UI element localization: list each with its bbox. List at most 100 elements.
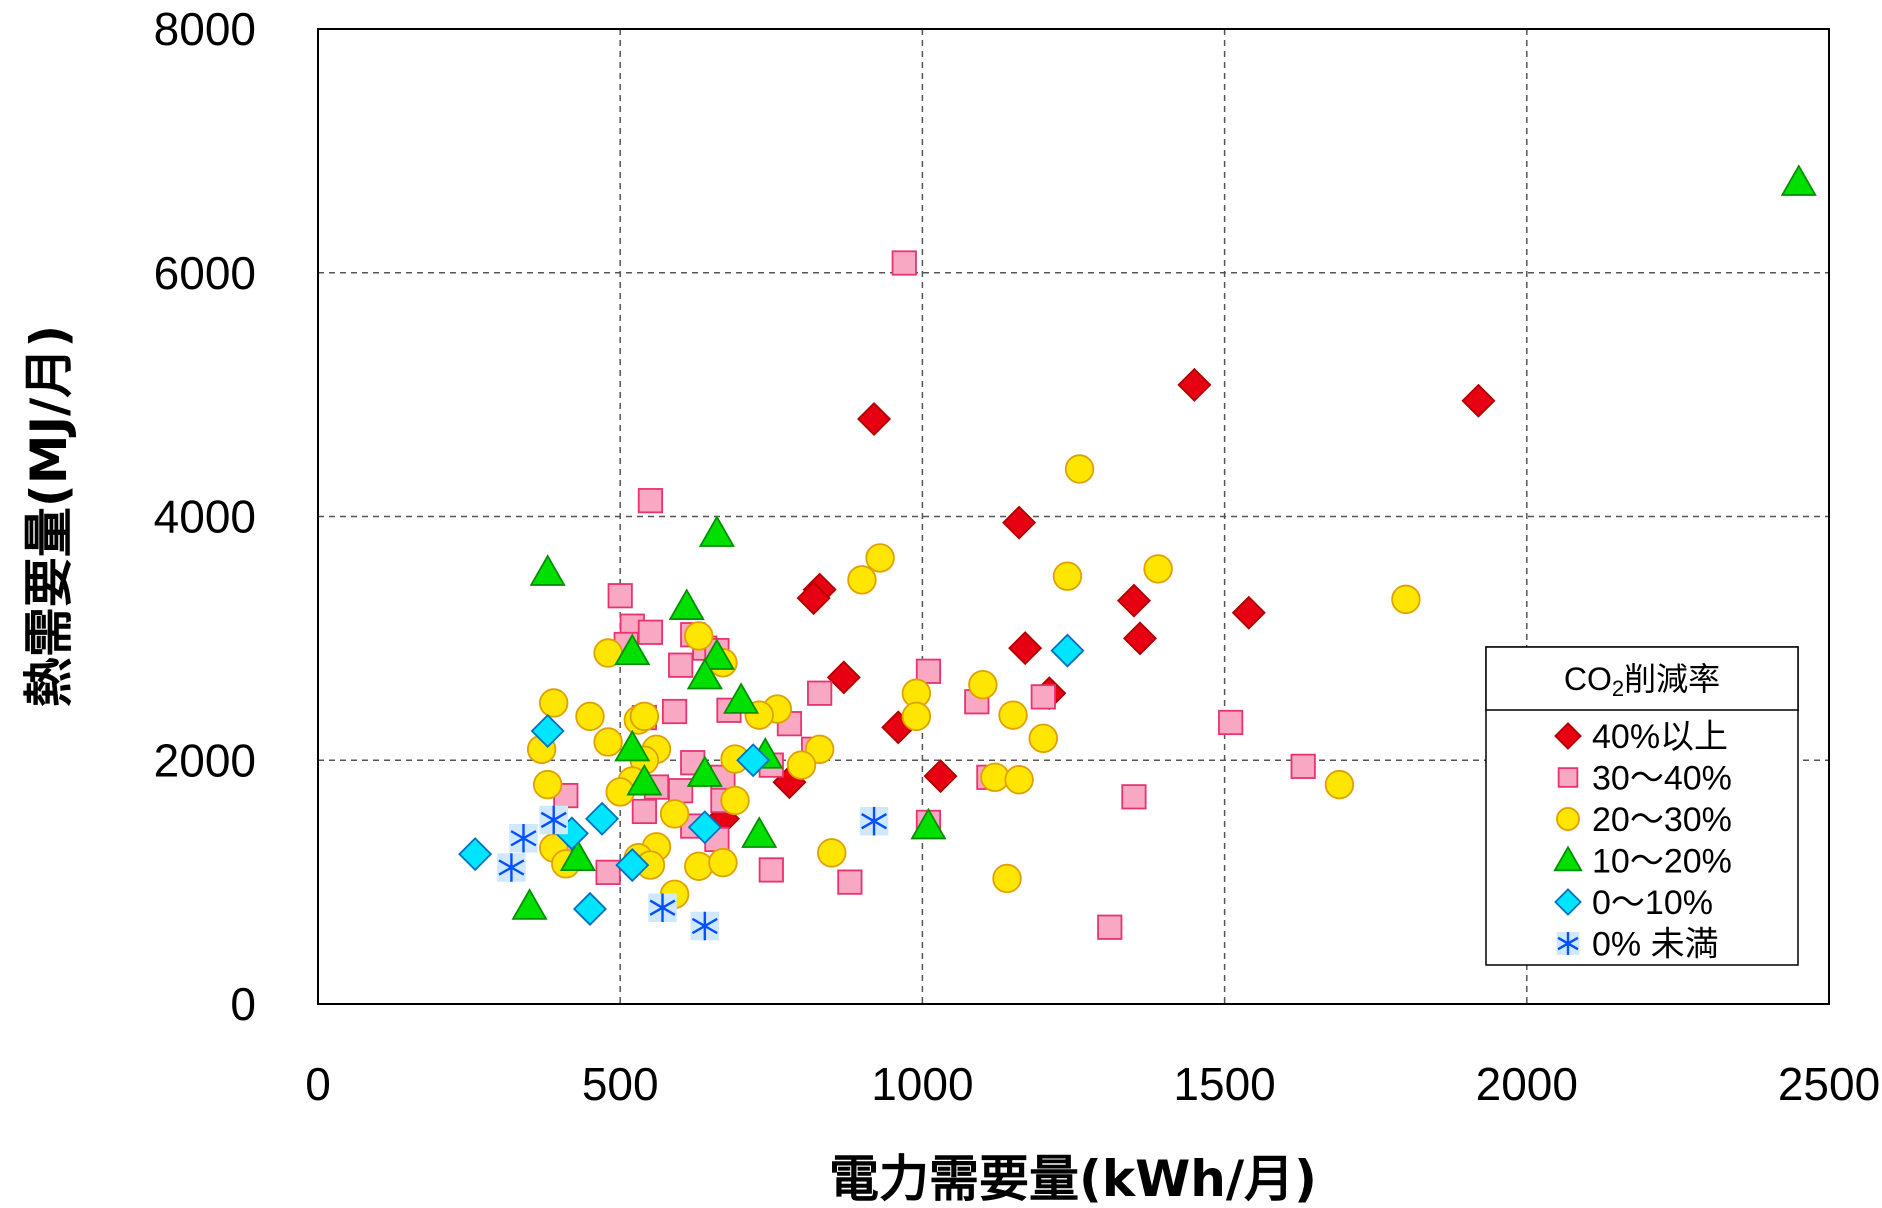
data-point — [539, 688, 569, 718]
y-tick-label: 8000 — [154, 3, 256, 55]
data-point — [758, 857, 784, 883]
data-point — [698, 638, 735, 670]
legend-items: 40%以上 30～40%20～30% 10～20%0～10% 0% 未満 — [1553, 718, 1732, 964]
y-tick-label: 6000 — [154, 247, 256, 299]
data-point — [614, 729, 651, 762]
data-point — [532, 769, 563, 800]
data-point — [837, 869, 863, 895]
x-tick-label: 0 — [305, 1058, 331, 1110]
data-point — [698, 515, 735, 547]
data-point — [847, 565, 877, 595]
y-axis-tick-labels: 0 2000 4000 6000 8000 — [154, 3, 256, 1030]
data-points — [458, 164, 1817, 941]
data-point — [509, 824, 538, 853]
data-point — [857, 401, 892, 437]
data-point — [1143, 554, 1173, 584]
legend-label: 20～30% — [1592, 801, 1732, 839]
data-point — [786, 750, 817, 780]
data-point — [741, 816, 778, 848]
x-tick-label: 2000 — [1476, 1058, 1578, 1110]
data-point — [1052, 561, 1083, 591]
plot-frame — [317, 28, 1830, 1005]
data-point — [629, 701, 660, 732]
data-point — [910, 807, 947, 840]
data-point — [648, 893, 677, 922]
data-point — [923, 759, 958, 794]
data-point — [796, 581, 831, 616]
data-point — [859, 806, 889, 836]
data-point — [1002, 505, 1037, 540]
data-point — [575, 701, 605, 732]
data-point-stroke — [649, 899, 676, 916]
data-point — [668, 778, 694, 804]
data-point — [529, 554, 566, 586]
data-point — [1028, 723, 1058, 754]
data-point — [687, 810, 722, 845]
data-point — [1218, 709, 1244, 736]
data-point — [1004, 765, 1034, 795]
y-tick-label: 2000 — [154, 734, 256, 786]
y-axis-title: 熱需要量(MJ/月) — [20, 325, 78, 707]
data-point — [720, 785, 750, 816]
legend-marker — [1553, 845, 1583, 872]
data-point — [915, 658, 942, 684]
series-4 — [458, 633, 1085, 926]
x-axis-tick-labels: 0 500 1000 1500 2000 2500 — [305, 1058, 1880, 1110]
data-point — [585, 801, 620, 836]
legend-marker — [1556, 932, 1580, 955]
x-tick-label: 1000 — [871, 1058, 973, 1110]
data-point — [1030, 684, 1056, 710]
data-point — [615, 848, 650, 883]
data-point — [684, 851, 714, 881]
data-point — [891, 250, 917, 276]
data-point — [1177, 367, 1212, 402]
data-point — [595, 859, 621, 885]
legend-label: 10～20% — [1592, 843, 1732, 881]
data-point — [607, 583, 633, 609]
legend-title-box — [1485, 646, 1799, 711]
data-point — [637, 619, 664, 645]
data-point — [637, 488, 664, 514]
data-point — [511, 888, 548, 920]
data-point — [626, 763, 663, 796]
x-tick-label: 500 — [582, 1058, 659, 1110]
data-point — [668, 652, 694, 678]
data-point — [1324, 769, 1355, 800]
data-point — [539, 805, 568, 835]
data-point — [1391, 584, 1421, 615]
y-tick-label: 0 — [230, 978, 256, 1030]
data-point — [1116, 583, 1151, 618]
data-point — [865, 543, 895, 573]
data-point-stroke — [691, 917, 718, 935]
data-point — [807, 680, 833, 706]
data-point-stroke — [861, 813, 888, 830]
legend-title-rest: 削減率 — [1624, 661, 1720, 697]
data-point — [530, 713, 565, 749]
data-point — [1780, 164, 1817, 196]
data-point — [631, 798, 657, 825]
data-point — [992, 863, 1022, 894]
data-point — [497, 853, 526, 882]
data-point — [1121, 784, 1147, 810]
data-point — [1008, 631, 1043, 666]
data-point — [826, 660, 861, 695]
legend-marker — [1557, 767, 1579, 788]
data-point — [686, 657, 723, 690]
data-point — [1050, 633, 1085, 668]
x-tick-label: 2500 — [1778, 1058, 1880, 1110]
data-point — [661, 698, 688, 725]
data-point — [686, 755, 723, 787]
data-point — [901, 701, 932, 732]
data-point — [593, 727, 623, 757]
data-point — [1231, 595, 1266, 630]
data-point — [1064, 454, 1095, 484]
data-point — [1097, 914, 1123, 940]
legend-marker — [1556, 807, 1580, 831]
data-point — [684, 621, 714, 651]
legend-title: CO2削減率 — [1564, 661, 1720, 701]
data-point — [980, 762, 1010, 793]
data-point — [614, 633, 651, 666]
data-point — [659, 799, 690, 829]
